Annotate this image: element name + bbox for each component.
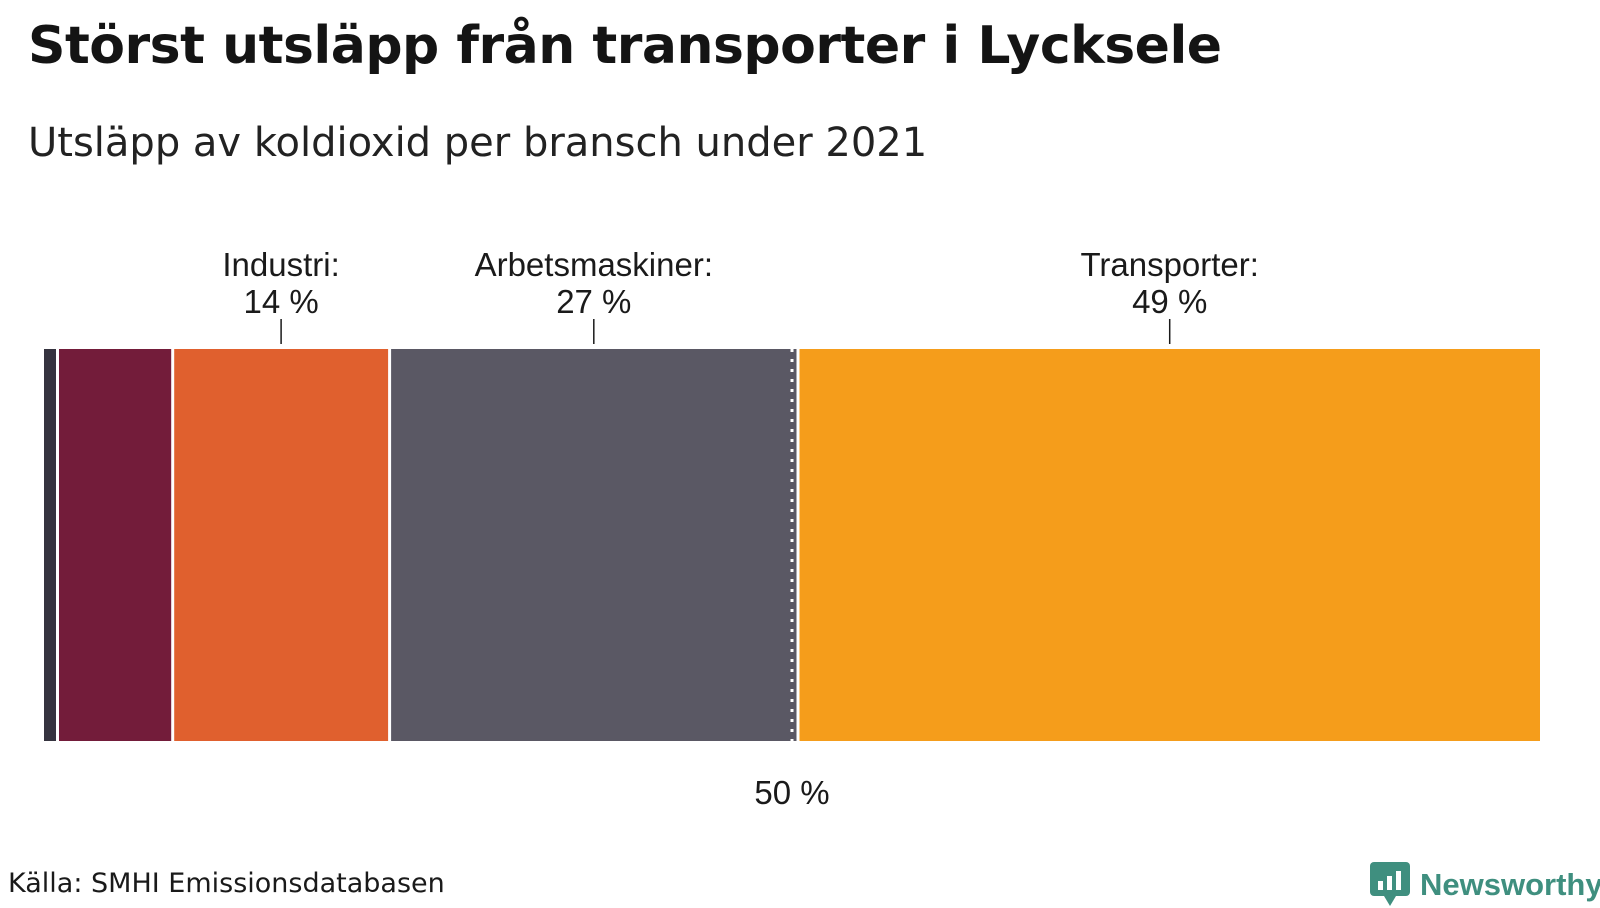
bar-segment-arbetsmaskiner (391, 349, 797, 741)
bar-segment-industri (174, 349, 389, 741)
segment-value-industri: 14 % (243, 283, 318, 320)
reference-label-50: 50 % (754, 774, 829, 811)
chart-subtitle: Utsläpp av koldioxid per bransch under 2… (28, 120, 928, 166)
bar-segment-övrigt (44, 349, 56, 741)
bar-segment-transporter (799, 349, 1540, 741)
bar-segment-övrigt-2 (59, 349, 172, 741)
segment-value-transporter: 49 % (1132, 283, 1207, 320)
newsworthy-logo-icon (1370, 862, 1410, 906)
chart-title: Störst utsläpp från transporter i Lyckse… (28, 16, 1222, 76)
segment-label-arbetsmaskiner: Arbetsmaskiner: (475, 246, 713, 283)
brand-name: Newsworthy (1420, 867, 1600, 902)
segment-value-arbetsmaskiner: 27 % (556, 283, 631, 320)
source-note: Källa: SMHI Emissionsdatabasen (8, 868, 445, 899)
segment-label-transporter: Transporter: (1080, 246, 1259, 283)
brand-logo: Newsworthy (1370, 862, 1600, 908)
segment-label-industri: Industri: (222, 246, 339, 283)
